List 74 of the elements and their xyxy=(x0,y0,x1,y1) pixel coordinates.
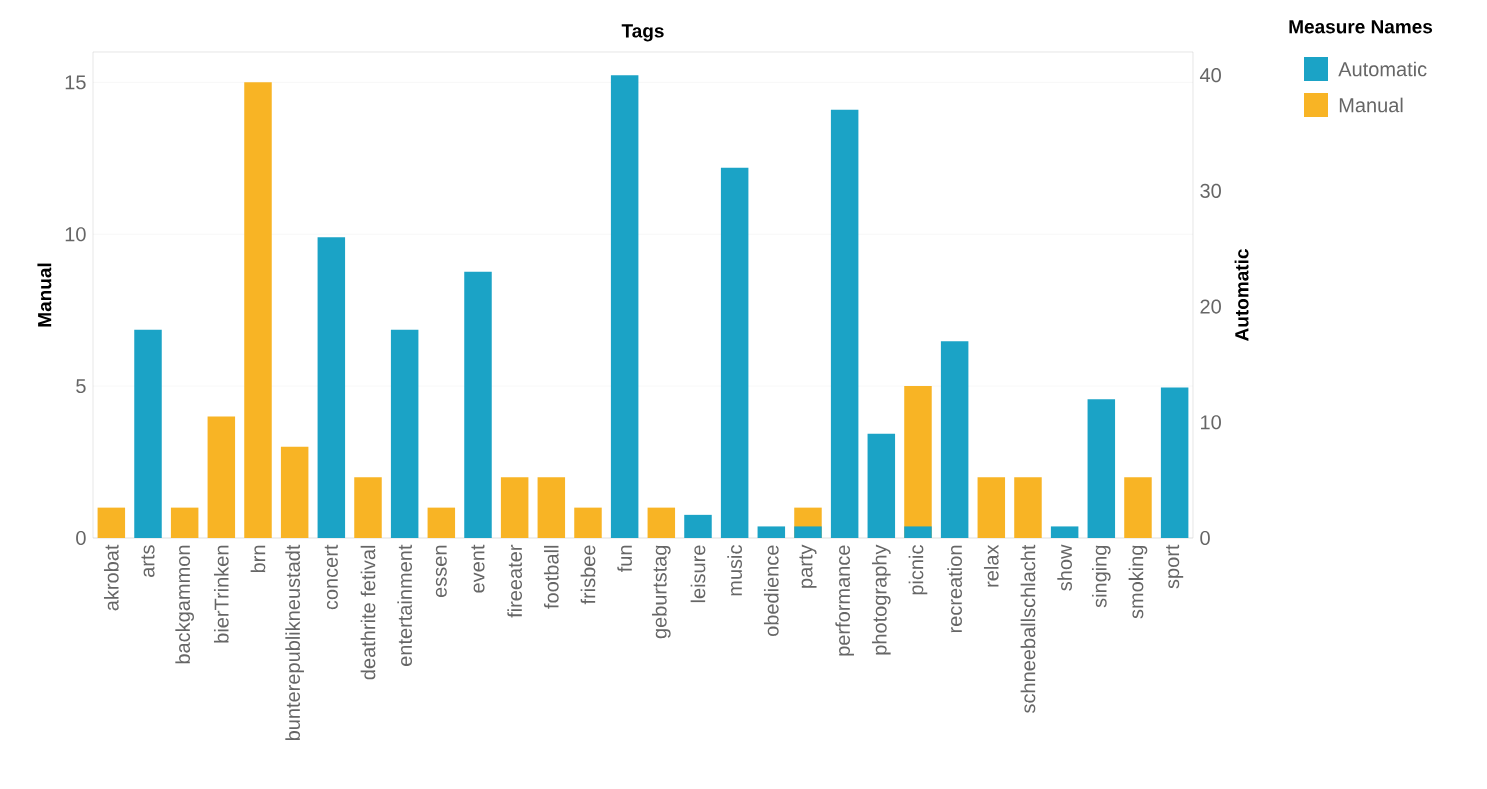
bar xyxy=(830,109,859,538)
y2-tick-label: 10 xyxy=(1201,415,1221,430)
bar xyxy=(1124,477,1152,538)
y-tick-label: 5 xyxy=(76,379,86,394)
bar xyxy=(940,341,969,538)
y-tick-label: 10 xyxy=(65,227,86,242)
bar xyxy=(977,477,1006,538)
x-axis-title: Tags xyxy=(621,24,664,42)
bar xyxy=(904,526,932,538)
x-tick-label: bunterepublikneustadt xyxy=(285,544,304,741)
x-tick-label: geburtstag xyxy=(651,545,671,639)
x-tick-label: event xyxy=(471,544,485,593)
legend-label: Automatic xyxy=(1338,61,1427,77)
bar xyxy=(1087,399,1116,538)
x-tick-label: recreation xyxy=(947,545,962,633)
bar xyxy=(720,167,749,538)
bar xyxy=(574,507,602,538)
x-tick-label: arts xyxy=(141,545,155,578)
x-tick-label: fun xyxy=(617,545,632,573)
bar xyxy=(134,329,162,538)
x-tick-label: picnic xyxy=(908,545,928,595)
x-tick-label: backgammon xyxy=(175,545,194,664)
x-tick-label: schneeballschlacht xyxy=(1020,544,1036,713)
x-tick-label: smoking xyxy=(1128,545,1148,619)
bar xyxy=(464,271,492,538)
bar xyxy=(244,82,272,538)
y-tick-label: 0 xyxy=(76,530,86,546)
bar xyxy=(867,433,896,538)
x-tick-label: concert xyxy=(324,544,338,610)
bar xyxy=(354,477,382,538)
x-tick-label: brn xyxy=(250,545,266,573)
x-tick-label: akrobat xyxy=(103,544,119,611)
x-tick-label: party xyxy=(799,544,817,588)
bar xyxy=(207,416,236,538)
y-axis-title: Manual xyxy=(37,263,52,327)
x-tick-label: obedience xyxy=(763,545,779,636)
bar xyxy=(390,329,419,538)
bar xyxy=(427,507,456,538)
y2-tick-label: 30 xyxy=(1200,183,1221,198)
x-tick-label: photography xyxy=(871,544,891,655)
x-tick-label: fireeater xyxy=(507,544,523,618)
bar xyxy=(1160,387,1189,538)
x-tick-label: frisbee xyxy=(580,545,596,605)
x-tick-label: bierTrinken xyxy=(213,545,229,643)
y2-tick-label: 40 xyxy=(1199,68,1221,83)
legend-label: Manual xyxy=(1339,97,1403,113)
bar xyxy=(170,507,199,538)
bar xyxy=(280,446,309,538)
x-tick-label: deathrite fetival xyxy=(360,545,376,680)
legend-title: Measure Names xyxy=(1289,20,1433,34)
x-tick-label: essen xyxy=(435,545,447,598)
y-tick-label: 15 xyxy=(65,75,86,90)
y2-tick-label: 0 xyxy=(1200,530,1210,546)
bar xyxy=(1014,477,1042,538)
x-tick-label: leisure xyxy=(690,545,706,603)
bar xyxy=(500,477,529,538)
x-tick-label: entertainment xyxy=(397,544,413,666)
bar xyxy=(97,507,126,538)
bar xyxy=(537,477,566,538)
bar xyxy=(684,514,712,538)
x-tick-label: singing xyxy=(1091,545,1111,608)
y2-axis-title: Automatic xyxy=(1234,249,1249,341)
x-tick-label: football xyxy=(543,545,559,609)
bar xyxy=(1050,526,1079,538)
bar xyxy=(757,526,786,538)
x-tick-label: sport xyxy=(1166,544,1184,589)
bar xyxy=(610,75,639,538)
y2-tick-label: 20 xyxy=(1200,299,1221,314)
x-tick-label: music xyxy=(727,545,742,596)
bar xyxy=(317,237,346,538)
x-tick-label: relax xyxy=(983,544,999,587)
x-tick-label: performance xyxy=(835,545,854,656)
x-tick-label: show xyxy=(1057,544,1072,591)
bar xyxy=(647,507,676,538)
